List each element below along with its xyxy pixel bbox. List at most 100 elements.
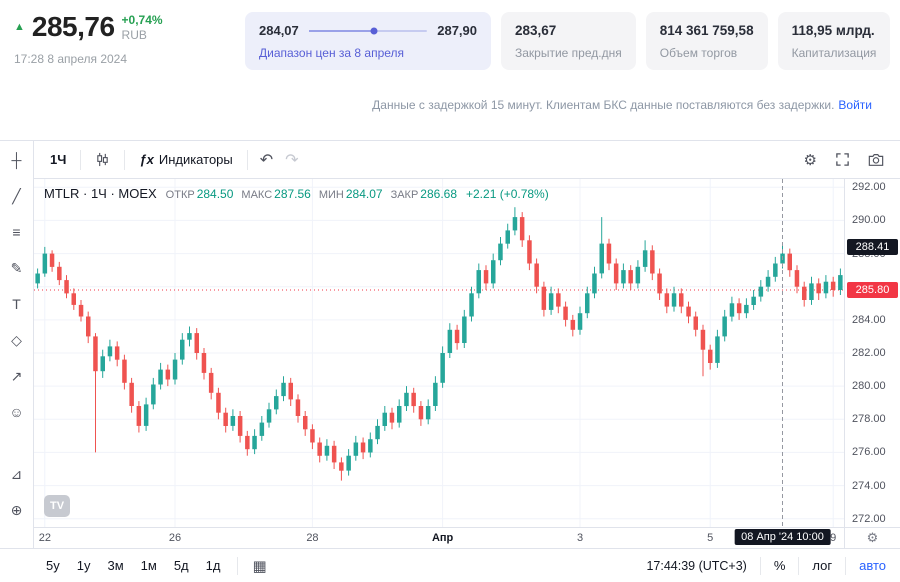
session-clock[interactable]: 17:44:39 (UTC+3) <box>646 558 747 573</box>
market-cap-card: 118,95 млрд. Капитализация <box>777 12 891 70</box>
change-percent: +0,74% <box>121 13 163 27</box>
auto-scale-button[interactable]: авто <box>859 558 886 573</box>
crosshair-price-badge: 288.41 <box>847 238 898 255</box>
price-axis-label: 280.00 <box>852 380 886 393</box>
volume-card: 814 361 759,58 Объем торгов <box>645 12 768 70</box>
price-range-card: 284,07 287,90 Диапазон цен за 8 апреля <box>245 12 491 70</box>
range-button-1d[interactable]: 1д <box>205 558 221 573</box>
range-button-1m[interactable]: 1м <box>140 558 157 573</box>
fx-icon: ƒx <box>139 152 154 167</box>
prev-close-card: 283,67 Закрытие пред.дня <box>501 12 636 70</box>
time-axis-label: 3 <box>576 532 584 544</box>
toolbar-separator <box>80 149 82 170</box>
price-axis-label: 290.00 <box>852 214 886 227</box>
emoji-icon[interactable]: ☺ <box>9 404 24 420</box>
log-scale-button[interactable]: лог <box>812 558 833 573</box>
prev-close-value: 283,67 <box>515 23 557 38</box>
price-axis-label: 276.00 <box>852 446 886 459</box>
interval-button[interactable]: 1Ч <box>50 152 67 167</box>
long-position-icon[interactable]: ↗ <box>10 367 23 384</box>
stat-cards: 284,07 287,90 Диапазон цен за 8 апреля 2… <box>245 12 891 70</box>
price-display: 285,76 <box>31 11 115 42</box>
time-axis-label: 9 <box>830 532 837 544</box>
xabcd-pattern-icon[interactable]: ◇ <box>11 331 22 348</box>
time-axis-label: 28 <box>306 532 319 544</box>
indicators-button[interactable]: ƒx Индикаторы <box>131 148 240 171</box>
fullscreen-icon[interactable] <box>835 152 850 167</box>
time-axis[interactable]: 08 Апр '24 10:00 22 26 28 Апр 3 5 9 <box>34 528 844 548</box>
range-button-5y[interactable]: 5у <box>46 558 60 573</box>
toolbar-separator <box>124 149 126 170</box>
time-axis-label: Апр <box>431 532 454 544</box>
quote-header: ▲ 285,76 +0,74% RUB 17:28 8 апреля 2024 <box>14 12 163 66</box>
zoom-in-icon[interactable]: ⊕ <box>10 501 23 518</box>
delay-disclaimer: Данные с задержкой 15 минут. Клиентам БК… <box>372 98 872 112</box>
range-slider-fill <box>308 29 374 32</box>
chart-bottom-toolbar: 5у 1у 3м 1м 5д 1д ▦ 17:44:39 (UTC+3) % л… <box>0 548 900 582</box>
range-min-value: 284,07 <box>259 23 299 38</box>
range-slider-dot[interactable] <box>370 27 378 34</box>
volume-value: 814 361 759,58 <box>659 23 754 38</box>
price-axis-label: 278.00 <box>852 413 886 426</box>
time-axis-label: 26 <box>168 532 182 544</box>
chart-widget: ┼ ╱ ≡ ✎ T ◇ ↗ ☺ ⊿ ⊕ 1Ч ƒx Индикаторы ↶ ↷ <box>0 140 900 582</box>
brush-icon[interactable]: ✎ <box>10 259 23 276</box>
currency-label: RUB <box>121 28 147 42</box>
disclaimer-text: Данные с задержкой 15 минут. Клиентам БК… <box>372 98 835 112</box>
price-scale-settings-icon[interactable]: ⚙ <box>866 530 879 545</box>
login-link[interactable]: Войти <box>838 98 872 112</box>
market-cap-value: 118,95 млрд. <box>791 23 875 38</box>
legend-ohlc-values: ОТКР 284.50 МАКС 287.56 МИН 284.07 ЗАКР 286.68 <box>166 187 457 201</box>
price-axis-label: 282.00 <box>852 347 886 359</box>
legend-symbol-title[interactable]: MTLR · 1Ч · MOEX <box>44 186 157 201</box>
percent-scale-button[interactable]: % <box>773 558 786 573</box>
current-price-badge: 285.80 <box>847 282 898 299</box>
legend-change-value: +2.21 (+0.78%) <box>466 187 549 201</box>
toolbar-separator <box>237 556 239 575</box>
range-card-label: Диапазон цен за 8 апреля <box>259 46 405 60</box>
crosshair-time-badge: 08 Апр '24 10:00 <box>734 529 831 545</box>
price-axis[interactable]: 288.41 285.80 292.00290.00288.00286.0028… <box>844 179 900 527</box>
chart-legend: MTLR · 1Ч · MOEX ОТКР 284.50 МАКС 287.56 МИН… <box>44 186 549 201</box>
toolbar-separator <box>759 556 761 575</box>
price-axis-label: 292.00 <box>852 181 886 194</box>
volume-label: Объем торгов <box>659 46 738 60</box>
go-to-date-icon[interactable]: ▦ <box>252 557 267 575</box>
tradingview-logo[interactable]: TV <box>44 495 70 517</box>
price-axis-label: 272.00 <box>852 512 886 525</box>
snapshot-camera-icon[interactable] <box>868 152 884 167</box>
fib-retracement-icon[interactable]: ≡ <box>12 224 21 240</box>
range-button-1y[interactable]: 1у <box>76 558 91 573</box>
text-tool-icon[interactable]: T <box>12 296 21 312</box>
measure-icon[interactable]: ⊿ <box>10 465 23 482</box>
crosshair-icon[interactable]: ┼ <box>11 152 22 168</box>
quote-timestamp: 17:28 8 апреля 2024 <box>14 52 128 66</box>
chart-top-toolbar: 1Ч ƒx Индикаторы ↶ ↷ ⚙ <box>34 141 900 179</box>
price-up-triangle-icon: ▲ <box>14 21 25 33</box>
range-max-value: 287,90 <box>437 23 477 38</box>
price-axis-label: 274.00 <box>852 479 886 492</box>
candles-style-icon <box>97 152 109 167</box>
range-button-5d[interactable]: 5д <box>173 558 189 573</box>
toolbar-separator <box>845 556 847 575</box>
time-axis-label: 22 <box>38 532 51 544</box>
legend-ohlc-item: МИН 284.07 <box>318 187 383 201</box>
range-slider[interactable] <box>308 27 428 34</box>
chart-plot-area[interactable]: MTLR · 1Ч · MOEX ОТКР 284.50 МАКС 287.56 МИН… <box>34 179 844 527</box>
candlestick-chart[interactable] <box>34 179 844 527</box>
undo-icon[interactable]: ↶ <box>259 151 274 169</box>
range-button-3m[interactable]: 3м <box>107 558 124 573</box>
axis-corner: ⚙ <box>844 528 900 548</box>
drawing-toolbar: ┼ ╱ ≡ ✎ T ◇ ↗ ☺ ⊿ ⊕ <box>0 141 34 548</box>
legend-ohlc-item: ОТКР 284.50 <box>165 187 234 201</box>
market-cap-label: Капитализация <box>791 46 877 60</box>
toolbar-separator <box>246 149 248 170</box>
price-axis-label: 284.00 <box>852 313 886 326</box>
redo-icon[interactable]: ↷ <box>285 151 299 169</box>
trend-line-icon[interactable]: ╱ <box>12 187 21 204</box>
toolbar-separator <box>798 556 800 575</box>
indicators-label: Индикаторы <box>158 152 233 167</box>
chart-style-button[interactable] <box>87 148 118 171</box>
chart-settings-gear-icon[interactable]: ⚙ <box>803 151 817 169</box>
